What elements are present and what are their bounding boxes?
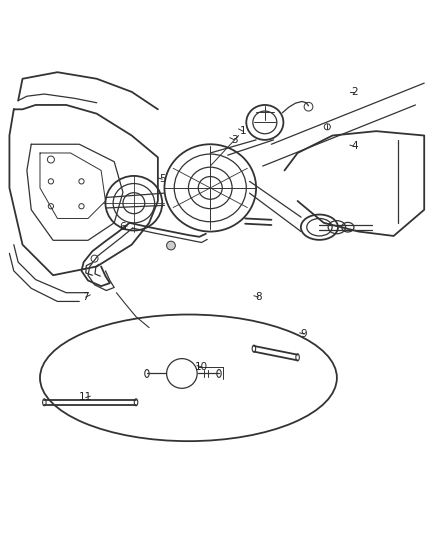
Circle shape <box>166 241 175 250</box>
Text: 3: 3 <box>231 135 237 145</box>
Text: 1: 1 <box>240 126 246 136</box>
Text: 7: 7 <box>82 292 89 302</box>
Text: 11: 11 <box>79 392 92 402</box>
Text: 9: 9 <box>301 329 307 339</box>
Text: 8: 8 <box>255 292 261 302</box>
Text: 4: 4 <box>351 141 358 151</box>
Text: 5: 5 <box>159 174 166 184</box>
Text: 2: 2 <box>351 87 358 97</box>
Text: 6: 6 <box>120 222 126 232</box>
Text: 10: 10 <box>195 362 208 372</box>
